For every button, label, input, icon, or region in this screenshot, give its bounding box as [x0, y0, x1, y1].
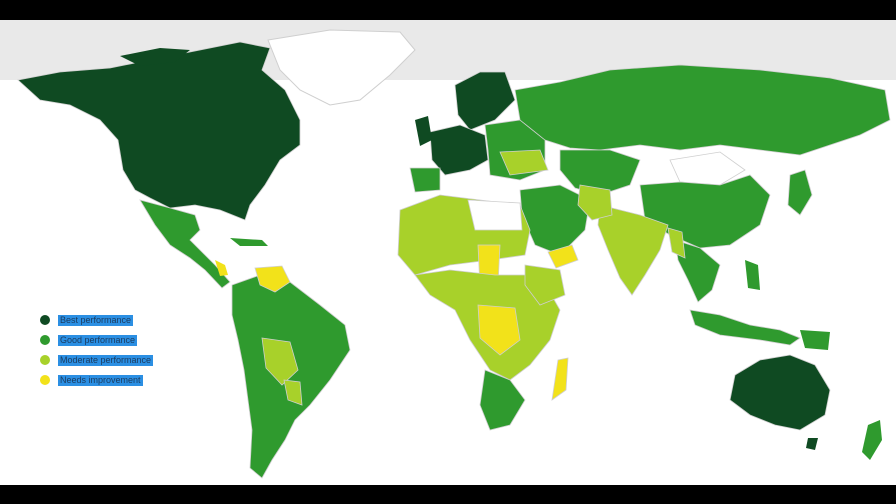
region-japan [787, 169, 813, 216]
region-southern-africa [479, 369, 526, 431]
legend-swatch-moderate [40, 355, 50, 365]
legend-item-needs-improvement: Needs improvement [40, 370, 180, 390]
region-drc [477, 304, 521, 356]
legend-label-moderate: Moderate performance [58, 354, 154, 366]
map-legend: Best performance Good performance Modera… [40, 310, 180, 390]
region-india [597, 204, 669, 296]
region-myanmar [667, 227, 686, 259]
region-ethiopia [524, 264, 566, 306]
world-map [17, 29, 891, 479]
region-mexico-central-america [139, 199, 231, 289]
region-philippines [745, 260, 760, 290]
region-indonesia [689, 309, 801, 346]
region-pakistan-afghanistan [577, 184, 613, 221]
legend-item-good: Good performance [40, 330, 180, 350]
legend-swatch-needs-improvement [40, 375, 50, 385]
region-turkey-caucasus [499, 149, 549, 176]
region-madagascar [551, 357, 569, 401]
region-central-america-yellow [215, 260, 228, 276]
region-iberia [409, 167, 441, 193]
legend-swatch-best [40, 315, 50, 325]
legend-label-best: Best performance [58, 314, 134, 326]
region-caribbean [230, 238, 268, 246]
legend-label-good: Good performance [58, 334, 138, 346]
region-scandinavia [454, 71, 516, 131]
region-tasmania [806, 438, 818, 450]
region-paraguay [283, 379, 303, 406]
region-venezuela [254, 265, 291, 293]
letterbox-top [0, 0, 896, 20]
region-alaska-islands [120, 48, 190, 66]
region-new-zealand [862, 420, 882, 460]
region-north-america [17, 41, 301, 221]
region-western-europe [429, 124, 489, 176]
map-canvas: Best performance Good performance Modera… [0, 20, 896, 485]
region-mongolia [669, 151, 746, 186]
legend-swatch-good [40, 335, 50, 345]
region-australia [729, 354, 831, 431]
legend-label-needs-improvement: Needs improvement [58, 374, 143, 386]
region-egypt-libya [467, 199, 523, 231]
legend-item-best: Best performance [40, 310, 180, 330]
region-yemen [547, 244, 579, 269]
region-southeast-asia [674, 239, 721, 303]
region-bolivia [261, 337, 299, 386]
letterbox-bottom [0, 485, 896, 504]
legend-item-moderate: Moderate performance [40, 350, 180, 370]
region-png [800, 330, 830, 350]
region-central-asia [559, 149, 641, 196]
region-uk-ireland [415, 116, 432, 146]
region-greenland [267, 29, 416, 106]
region-russia [514, 64, 891, 156]
